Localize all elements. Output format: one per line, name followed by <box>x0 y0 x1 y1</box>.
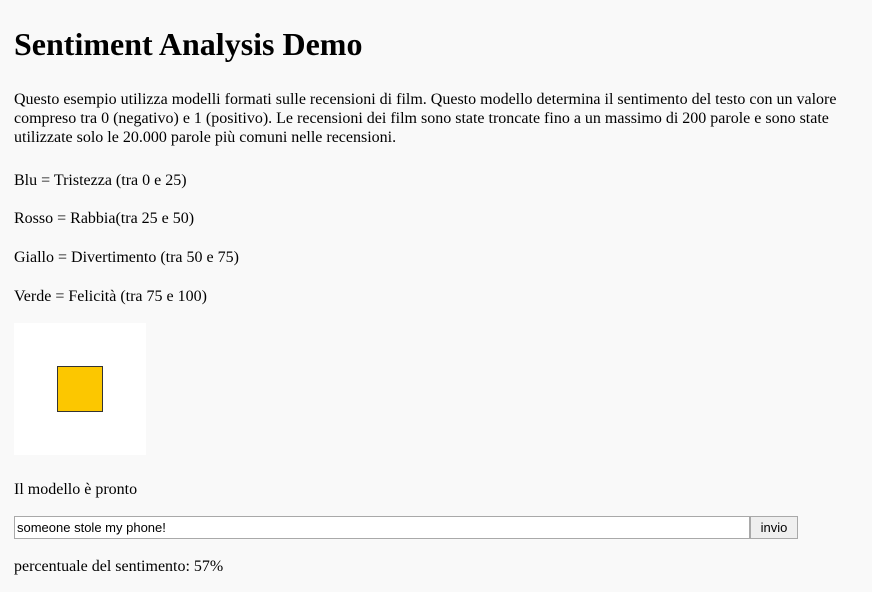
legend-yellow: Giallo = Divertimento (tra 50 e 75) <box>14 249 239 266</box>
sentiment-text-input[interactable] <box>14 516 750 539</box>
sentiment-color-indicator <box>57 366 103 412</box>
sentiment-result-text: percentuale del sentimento: 57% <box>14 558 224 575</box>
sentiment-canvas <box>14 323 146 455</box>
legend-red: Rosso = Rabbia(tra 25 e 50) <box>14 210 195 227</box>
submit-button[interactable]: invio <box>750 516 798 539</box>
page-title: Sentiment Analysis Demo <box>14 26 363 62</box>
model-status-text: Il modello è pronto <box>14 481 138 498</box>
input-row: invio <box>14 516 800 539</box>
legend-green: Verde = Felicità (tra 75 e 100) <box>14 288 207 305</box>
legend-blue: Blu = Tristezza (tra 0 e 25) <box>14 172 187 189</box>
description-text: Questo esempio utilizza modelli formati … <box>14 91 837 146</box>
